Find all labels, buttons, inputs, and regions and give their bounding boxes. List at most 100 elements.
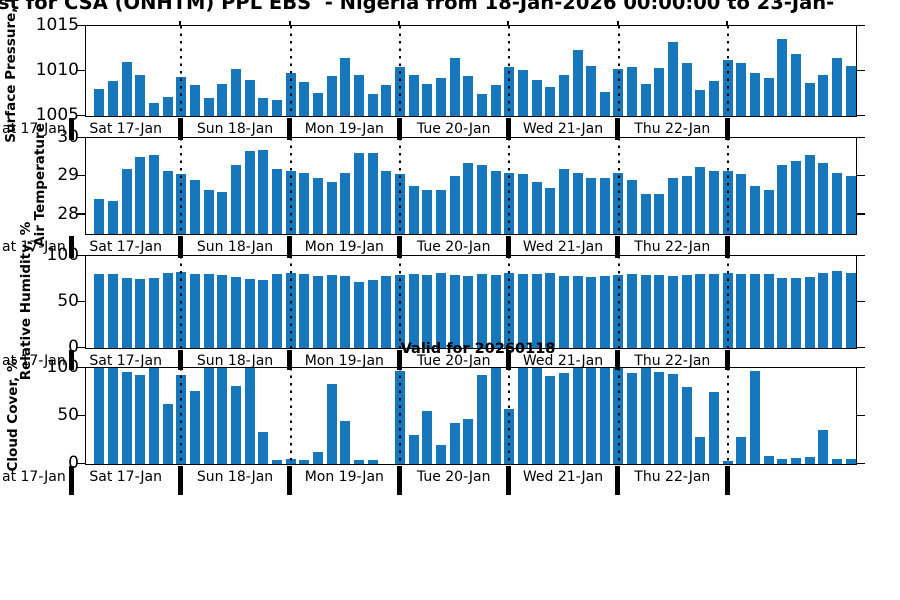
y-tick-left <box>77 24 85 26</box>
bar-air-temperature <box>736 174 747 234</box>
day-label: Thu 22-Jan <box>634 469 711 485</box>
bar-cloud-cover <box>818 430 829 464</box>
day-boundary-tick <box>287 350 293 370</box>
bar-cloud-cover <box>94 368 105 464</box>
day-boundary-gridline <box>289 138 292 234</box>
bar-cloud-cover <box>189 391 200 464</box>
y-tick-right <box>857 213 865 215</box>
bar-relative-humidity <box>258 279 269 348</box>
day-boundary-gridline <box>399 26 401 116</box>
bar-air-temperature <box>299 172 310 234</box>
bar-cloud-cover <box>340 420 351 464</box>
day-boundary-tick <box>615 118 621 140</box>
bar-relative-humidity <box>353 281 364 348</box>
day-boundary-gridline <box>289 26 292 116</box>
edge-day-label: at 17-Jan <box>2 469 66 485</box>
day-boundary-tick <box>68 118 74 140</box>
bar-cloud-cover <box>654 371 665 464</box>
day-boundary-tick <box>505 236 511 258</box>
bar-surface-pressure <box>832 57 843 116</box>
bar-relative-humidity <box>517 274 528 348</box>
bar-air-temperature <box>654 193 665 234</box>
day-boundary-tick <box>505 466 511 495</box>
bar-cloud-cover <box>545 375 556 464</box>
bar-relative-humidity <box>545 273 556 348</box>
day-label: Tue 20-Jan <box>416 121 491 137</box>
bar-surface-pressure <box>517 70 528 116</box>
y-tick-right <box>857 69 865 71</box>
bar-air-temperature <box>490 170 501 234</box>
bar-relative-humidity <box>148 278 159 348</box>
bar-cloud-cover <box>476 374 487 464</box>
x-axis-day-strip: Sat 17-Jan Sun 18-Jan Mon 19-Jan Tue 20-Jan… <box>68 118 855 140</box>
bar-air-temperature <box>135 157 146 234</box>
day-label: Sat 17-Jan <box>89 121 163 137</box>
bar-surface-pressure <box>299 81 310 116</box>
bar-surface-pressure <box>640 83 651 116</box>
bar-relative-humidity <box>736 274 747 348</box>
day-boundary-top-tick <box>616 251 619 255</box>
day-boundary-tick <box>68 236 74 258</box>
bar-relative-humidity <box>791 278 802 348</box>
bar-cloud-cover <box>517 368 528 464</box>
bar-surface-pressure <box>230 69 241 116</box>
bar-relative-humidity <box>340 276 351 348</box>
bar-air-temperature <box>244 151 255 234</box>
bar-cloud-cover <box>832 459 843 464</box>
bar-air-temperature <box>107 201 118 234</box>
bar-relative-humidity <box>558 276 569 348</box>
day-boundary-gridline <box>617 138 620 234</box>
bar-surface-pressure <box>326 76 337 116</box>
day-label: Wed 21-Jan <box>522 469 604 485</box>
bar-cloud-cover <box>435 444 446 464</box>
day-boundary-gridline <box>399 368 401 464</box>
day-boundary-gridline <box>289 256 292 348</box>
bar-air-temperature <box>353 153 364 234</box>
bar-relative-humidity <box>271 274 282 348</box>
y-tick-left <box>77 174 85 177</box>
bar-cloud-cover <box>121 371 132 464</box>
day-boundary-top-tick <box>398 133 400 137</box>
day-boundary-top-tick <box>398 21 400 25</box>
y-tick-left <box>77 213 85 215</box>
day-boundary-tick <box>396 466 402 495</box>
bar-cloud-cover <box>107 368 118 464</box>
day-boundary-top-tick <box>398 251 400 255</box>
bar-air-temperature <box>381 170 392 234</box>
y-tick-label: 1005 <box>35 105 79 125</box>
day-boundary-tick <box>724 466 730 495</box>
day-boundary-top-tick <box>726 251 728 255</box>
day-boundary-tick <box>287 236 293 258</box>
day-boundary-gridline <box>617 256 620 348</box>
y-tick-label: 50 <box>57 405 79 425</box>
y-tick-label: 29 <box>57 165 79 186</box>
y-tick-right <box>857 174 865 177</box>
bar-air-temperature <box>763 189 774 234</box>
bar-cloud-cover <box>750 370 761 464</box>
bar-cloud-cover <box>668 373 679 464</box>
day-boundary-tick <box>615 350 621 370</box>
day-label: Wed 21-Jan <box>522 353 604 369</box>
day-boundary-tick <box>396 118 402 140</box>
y-tick-right <box>857 462 865 464</box>
bar-cloud-cover <box>627 372 638 464</box>
day-boundary-gridline <box>617 26 620 116</box>
bar-cloud-cover <box>709 392 720 464</box>
bar-surface-pressure <box>763 78 774 116</box>
bar-relative-humidity <box>695 274 706 348</box>
y-tick-label: 0 <box>68 337 79 357</box>
bar-air-temperature <box>449 176 460 234</box>
day-boundary-gridline <box>508 26 511 116</box>
day-label: Wed 21-Jan <box>522 239 604 255</box>
bar-air-temperature <box>326 182 337 234</box>
day-boundary-gridline <box>180 138 183 234</box>
bar-relative-humidity <box>599 276 610 348</box>
bar-air-temperature <box>791 161 802 234</box>
day-boundary-top-tick <box>288 21 291 25</box>
y-tick-right <box>857 254 865 256</box>
y-tick-left <box>77 114 85 116</box>
bar-relative-humidity <box>763 274 774 348</box>
bar-cloud-cover <box>791 458 802 464</box>
day-label: Mon 19-Jan <box>304 121 384 137</box>
bar-relative-humidity <box>640 275 651 348</box>
